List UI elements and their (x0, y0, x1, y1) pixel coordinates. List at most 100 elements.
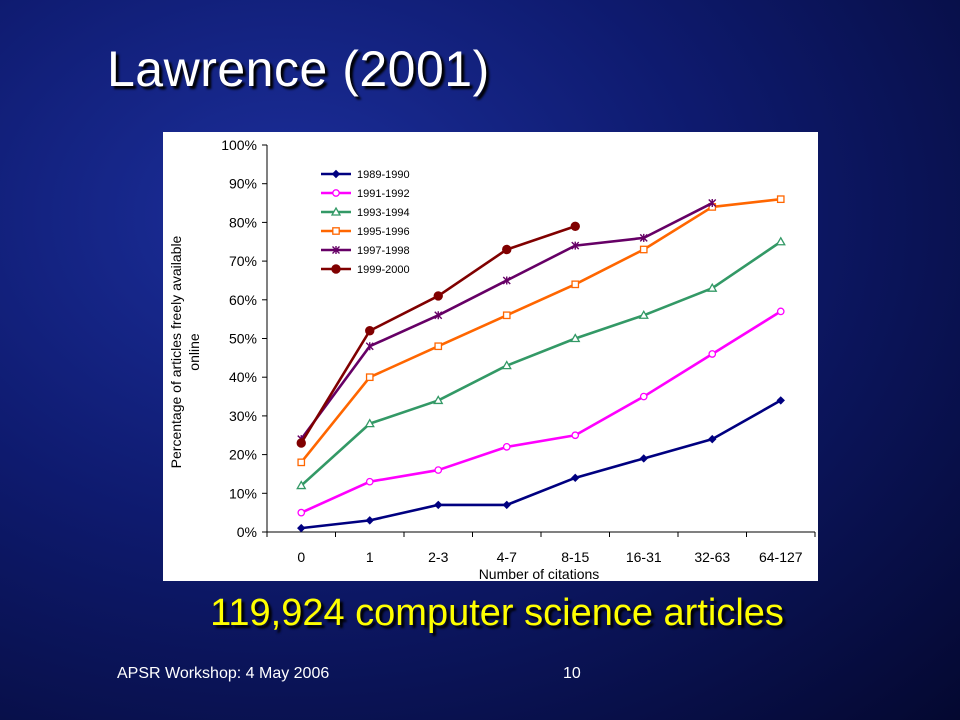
chart-axes: 0% 10% 20% 30% 40% 50% 60% 70% 80% 90% 100% 0 1 2-3 4-… (221, 137, 816, 565)
legend-label: 1989-1990 (357, 169, 410, 181)
data-point (365, 326, 375, 336)
legend-item: 1999-2000 (321, 264, 410, 276)
series-1991-1992 (297, 307, 785, 517)
data-point (502, 244, 512, 255)
data-point (434, 466, 443, 474)
legend-item: 1997-1998 (321, 245, 410, 257)
x-tick-label: 8-15 (561, 549, 589, 565)
data-point (502, 276, 511, 285)
data-point (297, 458, 306, 467)
data-point (639, 245, 648, 254)
data-point (638, 309, 649, 319)
data-point (501, 360, 512, 370)
page-number: 10 (563, 665, 581, 682)
x-tick-label: 64-127 (759, 549, 803, 565)
data-point (571, 473, 580, 483)
legend-swatch-marker (331, 169, 341, 179)
y-tick-label: 50% (229, 331, 257, 347)
data-point (433, 395, 444, 405)
data-point (434, 500, 443, 510)
data-point (296, 480, 307, 490)
x-tick-label: 0 (297, 549, 305, 565)
data-point (364, 418, 375, 428)
data-point (502, 443, 511, 451)
data-point (502, 311, 511, 320)
data-point (365, 516, 374, 525)
y-tick-label: 20% (229, 447, 257, 463)
data-point (775, 236, 786, 246)
series-line (300, 240, 782, 487)
legend-swatch-marker (332, 246, 340, 254)
data-point (708, 434, 717, 444)
data-point (297, 508, 306, 517)
legend-item: 1993-1994 (321, 206, 410, 219)
y-tick-label: 80% (229, 214, 257, 230)
y-tick-label: 10% (229, 485, 257, 501)
legend-label: 1995-1996 (357, 226, 410, 238)
data-point (365, 477, 374, 486)
legend-item: 1989-1990 (321, 169, 410, 181)
data-point (571, 431, 580, 440)
data-point (776, 396, 785, 405)
series-line (300, 201, 713, 440)
x-tick-label: 4-7 (497, 549, 517, 565)
data-point (296, 438, 306, 448)
x-tick-label: 2-3 (428, 549, 448, 565)
footer-text: APSR Workshop: 4 May 2006 (117, 665, 330, 682)
series-1997-1998 (297, 199, 717, 444)
x-tick-label: 16-31 (626, 549, 662, 565)
data-point (433, 291, 443, 301)
data-point (434, 311, 443, 320)
series-1993-1994 (296, 236, 786, 490)
y-tick-label: 30% (229, 408, 257, 424)
y-tick-label: 0% (237, 524, 257, 540)
data-point (708, 199, 717, 208)
data-point (639, 233, 648, 242)
chart-ylabel: Percentage of articles freely available … (168, 235, 202, 468)
data-point (571, 280, 580, 289)
data-point (365, 373, 374, 382)
data-point (571, 241, 580, 250)
legend-item: 1991-1992 (321, 188, 410, 200)
data-point (502, 500, 511, 510)
series-1989-1990 (297, 396, 785, 533)
line-chart: 0% 10% 20% 30% 40% 50% 60% 70% 80% 90% 100% 0 1 2-3 4-… (168, 137, 816, 581)
slide-caption: 119,924 computer science articles (210, 592, 784, 634)
data-point (776, 195, 785, 204)
slide-title: Lawrence (2001) (107, 41, 490, 97)
data-point (365, 342, 374, 351)
data-point (776, 307, 785, 316)
series-line (300, 310, 782, 514)
chart-series (296, 195, 786, 533)
chart-ylabel-line-2: online (186, 333, 202, 371)
data-point (708, 350, 717, 358)
y-tick-label: 70% (229, 253, 257, 269)
legend-item: 1995-1996 (321, 226, 410, 238)
data-point (297, 523, 306, 533)
data-point (639, 454, 648, 463)
series-line (300, 197, 781, 464)
legend-label: 1991-1992 (357, 188, 410, 200)
legend-swatch-marker (331, 264, 341, 274)
chart-xlabel: Number of citations (479, 566, 600, 581)
data-point (570, 333, 581, 343)
y-tick-label: 100% (221, 137, 257, 153)
data-point (707, 282, 718, 292)
data-point (434, 342, 443, 351)
chart-ylabel-line-1: Percentage of articles freely available (168, 235, 184, 468)
legend-swatch-marker (332, 227, 340, 235)
legend-label: 1999-2000 (357, 264, 410, 276)
data-point (570, 221, 580, 231)
y-tick-label: 60% (229, 292, 257, 308)
series-1999-2000 (296, 221, 580, 448)
y-tick-label: 40% (229, 369, 257, 385)
legend-label: 1997-1998 (357, 245, 410, 257)
x-tick-label: 32-63 (694, 549, 730, 565)
data-point (639, 392, 648, 401)
series-line (301, 399, 782, 530)
legend-swatch-marker (330, 206, 342, 216)
y-tick-label: 90% (229, 176, 257, 192)
legend-swatch-marker (332, 189, 340, 197)
chart-legend: 1989-1990 1991-1992 1993-1994 1995-1996 1997… (321, 169, 410, 276)
chart-panel: 0% 10% 20% 30% 40% 50% 60% 70% 80% 90% 100% 0 1 2-3 4-… (163, 132, 818, 581)
